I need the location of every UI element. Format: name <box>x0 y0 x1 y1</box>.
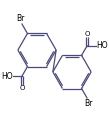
Text: O: O <box>84 31 90 37</box>
Text: HO: HO <box>96 41 108 50</box>
Text: Br: Br <box>17 14 25 23</box>
Text: Br: Br <box>84 99 92 108</box>
Text: O: O <box>19 85 25 91</box>
Text: HO: HO <box>1 72 13 81</box>
